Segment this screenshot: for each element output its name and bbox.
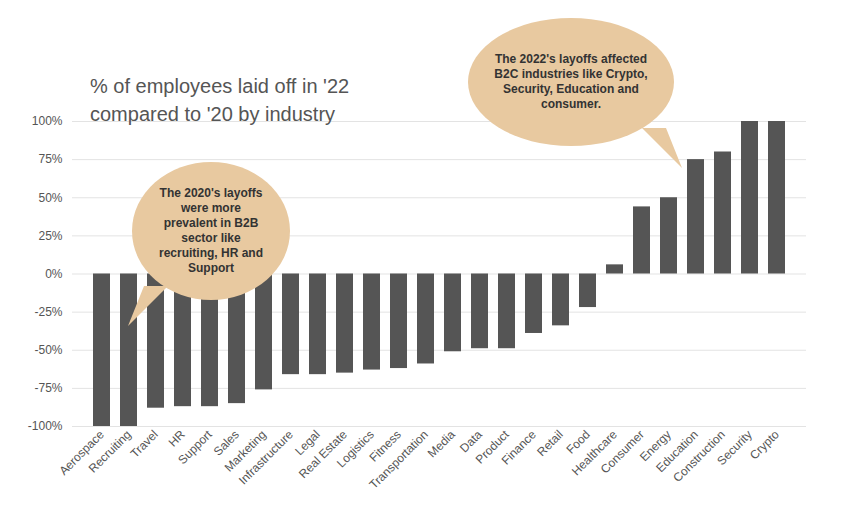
svg-text:-25%: -25% [34,305,62,319]
svg-text:Healthcare: Healthcare [568,427,620,479]
svg-text:Support: Support [175,427,215,467]
html-text:% of employees laid off in '22: % of employees laid off in '22 compared … [90,75,350,125]
svg-text:Food: Food [563,427,593,457]
svg-text:Logistics: Logistics [334,427,377,470]
svg-text:100%: 100% [32,114,63,128]
svg-text:Sales: Sales [210,427,242,459]
svg-text:Security: Security [714,427,755,468]
svg-text:HR: HR [166,427,188,449]
svg-text:Retail: Retail [534,427,566,459]
svg-text:Marketing: Marketing [221,427,269,475]
svg-text:Real Estate: Real Estate [296,427,350,482]
svg-text:Data: Data [457,427,485,456]
svg-text:75%: 75% [38,152,62,166]
svg-text:Education: Education [653,427,701,476]
svg-text:Finance: Finance [499,427,539,467]
svg-text:Recruiting: Recruiting [86,427,134,475]
svg-text:Energy: Energy [637,427,674,465]
html-text:The 2020's layoffs were more p: The 2020's layoffs were more prevalent i… [159,186,263,275]
svg-text:Travel: Travel [128,427,161,460]
svg-text:Construction: Construction [670,427,728,485]
svg-text:-100%: -100% [28,419,63,433]
svg-text:-75%: -75% [34,381,62,395]
svg-text:Legal: Legal [292,427,323,459]
svg-text:Infrastructure: Infrastructure [236,427,296,487]
svg-text:Aerospace: Aerospace [56,427,107,478]
html-text:The 2022's layoffs affected B2: The 2022's layoffs affected B2C industri… [494,52,648,111]
svg-text:Transportation: Transportation [367,427,431,491]
svg-text:Media: Media [425,427,458,460]
svg-text:50%: 50% [38,191,62,205]
svg-text:Product: Product [472,427,512,467]
svg-text:Crypto: Crypto [747,427,782,462]
svg-text:25%: 25% [38,229,62,243]
svg-text:-50%: -50% [34,343,62,357]
svg-text:0%: 0% [45,267,63,281]
svg-text:Consumer: Consumer [597,427,647,477]
svg-text:Fitness: Fitness [366,427,404,465]
